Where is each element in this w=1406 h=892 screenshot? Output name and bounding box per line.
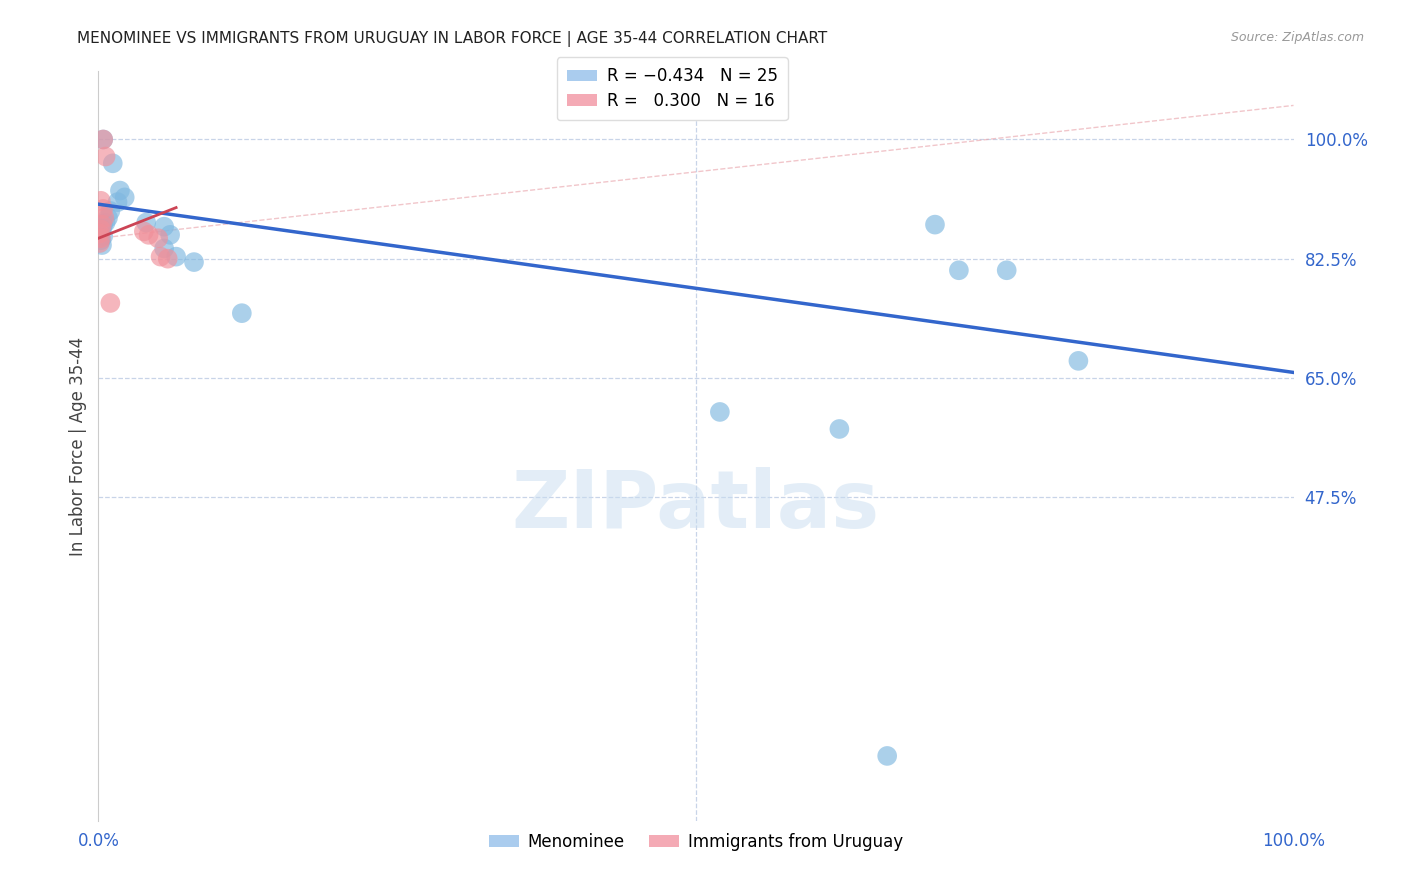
- Text: MENOMINEE VS IMMIGRANTS FROM URUGUAY IN LABOR FORCE | AGE 35-44 CORRELATION CHAR: MENOMINEE VS IMMIGRANTS FROM URUGUAY IN …: [77, 31, 828, 47]
- Point: [114, 190, 136, 204]
- Point: [97, 211, 120, 225]
- Point: [828, 422, 851, 436]
- Point: [91, 218, 114, 232]
- Point: [90, 194, 112, 208]
- Point: [90, 233, 112, 247]
- Point: [98, 204, 122, 219]
- Point: [948, 263, 970, 277]
- Point: [91, 238, 114, 252]
- Point: [91, 229, 114, 244]
- Point: [93, 211, 115, 225]
- Point: [924, 218, 946, 232]
- Point: [91, 132, 114, 146]
- Point: [231, 306, 253, 320]
- Point: [94, 216, 117, 230]
- Point: [135, 216, 157, 230]
- Text: Source: ZipAtlas.com: Source: ZipAtlas.com: [1230, 31, 1364, 45]
- Point: [90, 222, 112, 236]
- Point: [149, 250, 172, 264]
- Point: [98, 296, 122, 310]
- Legend: Menominee, Immigrants from Uruguay: Menominee, Immigrants from Uruguay: [482, 826, 910, 857]
- Point: [91, 202, 114, 216]
- Point: [709, 405, 731, 419]
- Point: [101, 156, 124, 170]
- Point: [89, 235, 111, 250]
- Point: [89, 227, 111, 241]
- Point: [153, 219, 176, 234]
- Point: [148, 231, 170, 245]
- Point: [91, 221, 114, 235]
- Point: [94, 149, 117, 163]
- Point: [156, 252, 179, 266]
- Point: [1067, 354, 1090, 368]
- Point: [91, 218, 114, 232]
- Point: [107, 195, 129, 210]
- Point: [108, 184, 131, 198]
- Point: [132, 224, 155, 238]
- Point: [183, 255, 205, 269]
- Point: [165, 250, 187, 264]
- Point: [876, 748, 898, 763]
- Point: [90, 224, 112, 238]
- Point: [91, 132, 114, 146]
- Point: [159, 227, 181, 242]
- Point: [138, 227, 160, 242]
- Point: [90, 231, 112, 245]
- Y-axis label: In Labor Force | Age 35-44: In Labor Force | Age 35-44: [69, 336, 87, 556]
- Point: [153, 242, 176, 256]
- Point: [995, 263, 1018, 277]
- Text: ZIPatlas: ZIPatlas: [512, 467, 880, 545]
